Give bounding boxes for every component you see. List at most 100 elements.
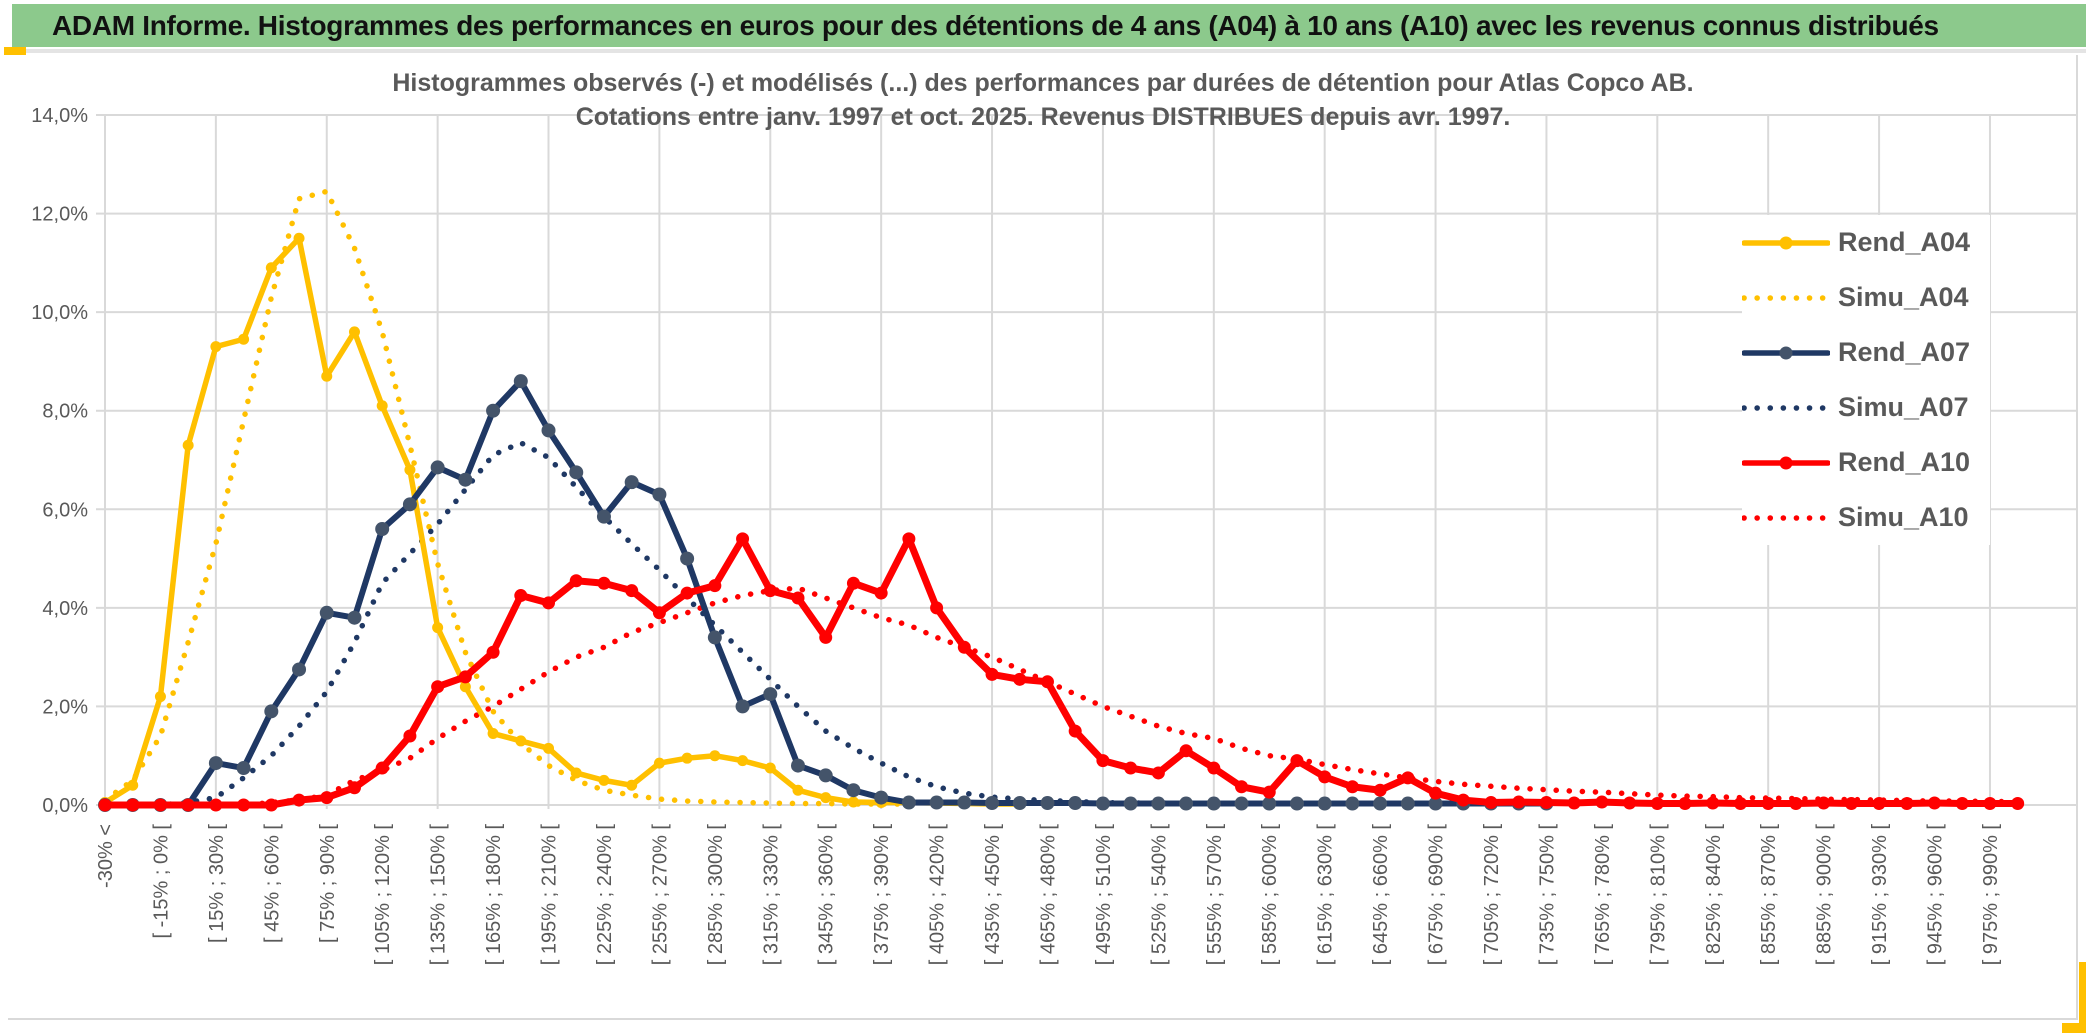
x-tick-label: [ 315% ; 330% [ — [760, 824, 782, 966]
series-marker-Rend_A10 — [1844, 797, 1858, 811]
series-marker-Rend_A04 — [626, 779, 638, 791]
series-marker-Rend_A10 — [1235, 780, 1249, 794]
x-tick-label: [ 975% ; 990% [ — [1980, 824, 2002, 966]
series-line-Rend_A10 — [101, 535, 2022, 809]
series-marker-Rend_A07 — [1123, 796, 1138, 811]
series-marker-Rend_A10 — [237, 798, 251, 812]
x-tick-label: [ 555% ; 570% [ — [1204, 824, 1226, 966]
series-marker-Rend_A10 — [819, 630, 833, 644]
y-tick-label: 12,0% — [31, 204, 88, 226]
series-marker-Rend_A07 — [513, 374, 528, 389]
series-marker-Rend_A10 — [1706, 796, 1720, 810]
series-marker-Rend_A04 — [376, 400, 388, 412]
chart-title-line2: Cotations entre janv. 1997 et oct. 2025.… — [575, 103, 1511, 131]
series-marker-Rend_A07 — [402, 497, 417, 512]
series-marker-Rend_A10 — [597, 576, 611, 590]
x-tick-label: [ 15% ; 30% [ — [206, 824, 228, 943]
x-tick-label: [ 945% ; 960% [ — [1925, 824, 1947, 966]
series-marker-Rend_A07 — [957, 795, 972, 810]
series-marker-Rend_A10 — [1761, 797, 1775, 811]
series-marker-Rend_A10 — [1262, 785, 1276, 799]
series-marker-Rend_A10 — [569, 574, 583, 588]
series-marker-Rend_A07 — [791, 758, 805, 773]
series-marker-Rend_A10 — [292, 793, 306, 807]
series-marker-Rend_A10 — [375, 761, 389, 775]
series-marker-Rend_A10 — [874, 586, 888, 600]
chart-title: Histogrammes observés (-) et modélisés (… — [0, 66, 2086, 134]
series-marker-Rend_A07 — [1428, 796, 1443, 811]
series-marker-Rend_A10 — [1539, 796, 1553, 810]
series-marker-Rend_A10 — [1068, 724, 1082, 738]
series-marker-Rend_A07 — [1040, 796, 1055, 811]
series-marker-Rend_A10 — [1623, 796, 1637, 810]
chart-area — [8, 55, 2078, 1020]
series-marker-Rend_A10 — [1318, 770, 1332, 784]
chart-title-line1: Histogrammes observés (-) et modélisés (… — [392, 69, 1694, 97]
series-marker-Rend_A10 — [264, 798, 278, 812]
series-line-Rend_A07 — [102, 378, 1550, 808]
series-marker-Rend_A10 — [1955, 797, 1969, 811]
series-marker-Rend_A04 — [515, 735, 527, 747]
legend-label: Rend_A07 — [1838, 337, 1971, 367]
series-marker-Rend_A10 — [1401, 771, 1415, 785]
x-tick-label: [ 435% ; 450% [ — [982, 824, 1004, 966]
legend-swatch-dotted — [1742, 404, 1830, 411]
series-marker-Rend_A04 — [238, 333, 250, 345]
x-tick-label: [ 465% ; 480% [ — [1037, 824, 1059, 966]
y-tick-label: 2,0% — [42, 696, 88, 718]
series-marker-Rend_A07 — [1151, 796, 1166, 811]
series-marker-Rend_A10 — [514, 589, 528, 603]
series-marker-Rend_A10 — [431, 680, 445, 694]
series-marker-Rend_A07 — [319, 605, 334, 620]
page-title: ADAM Informe. Histogrammes des performan… — [52, 9, 1939, 41]
header-underline — [26, 49, 2086, 53]
y-tick-label: 8,0% — [42, 401, 88, 423]
series-marker-Rend_A10 — [930, 601, 944, 615]
series-line-Simu_A07 — [102, 440, 1217, 808]
series-marker-Rend_A07 — [292, 662, 307, 677]
series-marker-Rend_A07 — [458, 472, 473, 487]
series-marker-Rend_A04 — [182, 439, 194, 451]
x-tick-label: [ 405% ; 420% [ — [927, 824, 949, 966]
series-marker-Rend_A10 — [763, 584, 777, 598]
series-line-Rend_A04 — [102, 235, 1023, 807]
legend-item-Simu_A07: Simu_A07 — [1742, 388, 1990, 428]
series-marker-Rend_A10 — [1345, 780, 1359, 794]
series-marker-Rend_A04 — [127, 779, 139, 791]
series-marker-Rend_A07 — [596, 509, 611, 524]
series-marker-Rend_A07 — [1345, 796, 1360, 811]
series-marker-Rend_A07 — [1262, 796, 1277, 811]
series-marker-Rend_A07 — [1400, 796, 1415, 811]
series-marker-Rend_A07 — [264, 704, 279, 719]
series-marker-Rend_A10 — [1456, 793, 1470, 807]
x-tick-label: [ 615% ; 630% [ — [1315, 824, 1337, 966]
series-marker-Rend_A07 — [569, 465, 584, 480]
series-marker-Rend_A07 — [1206, 796, 1221, 811]
series-marker-Rend_A04 — [847, 796, 859, 808]
series-marker-Rend_A10 — [680, 586, 694, 600]
legend-label: Simu_A07 — [1838, 392, 1969, 422]
y-tick-label: 10,0% — [31, 302, 88, 324]
series-marker-Rend_A04 — [820, 792, 832, 804]
series-marker-Rend_A10 — [1512, 795, 1526, 809]
series-marker-Rend_A07 — [1373, 796, 1388, 811]
series-marker-Rend_A07 — [1234, 796, 1249, 811]
legend-item-Simu_A10: Simu_A10 — [1742, 498, 1990, 538]
gold-accent-nub — [4, 47, 26, 55]
x-tick-label: [ 75% ; 90% [ — [317, 824, 339, 943]
series-marker-Rend_A04 — [321, 370, 333, 382]
series-marker-Rend_A10 — [1567, 796, 1581, 810]
series-marker-Rend_A10 — [1817, 796, 1831, 810]
legend-label: Rend_A10 — [1838, 447, 1971, 477]
series-marker-Rend_A10 — [1484, 796, 1498, 810]
series-marker-Rend_A07 — [624, 475, 639, 490]
series-marker-Rend_A04 — [404, 464, 416, 476]
gold-accent-right — [2079, 962, 2086, 1024]
header-bar: ADAM Informe. Histogrammes des performan… — [12, 4, 2086, 47]
series-marker-Rend_A07 — [1179, 796, 1194, 811]
series-marker-Rend_A10 — [1789, 797, 1803, 811]
series-marker-Rend_A10 — [126, 798, 140, 812]
series-marker-Rend_A07 — [680, 551, 695, 566]
series-marker-Rend_A07 — [1068, 796, 1083, 811]
